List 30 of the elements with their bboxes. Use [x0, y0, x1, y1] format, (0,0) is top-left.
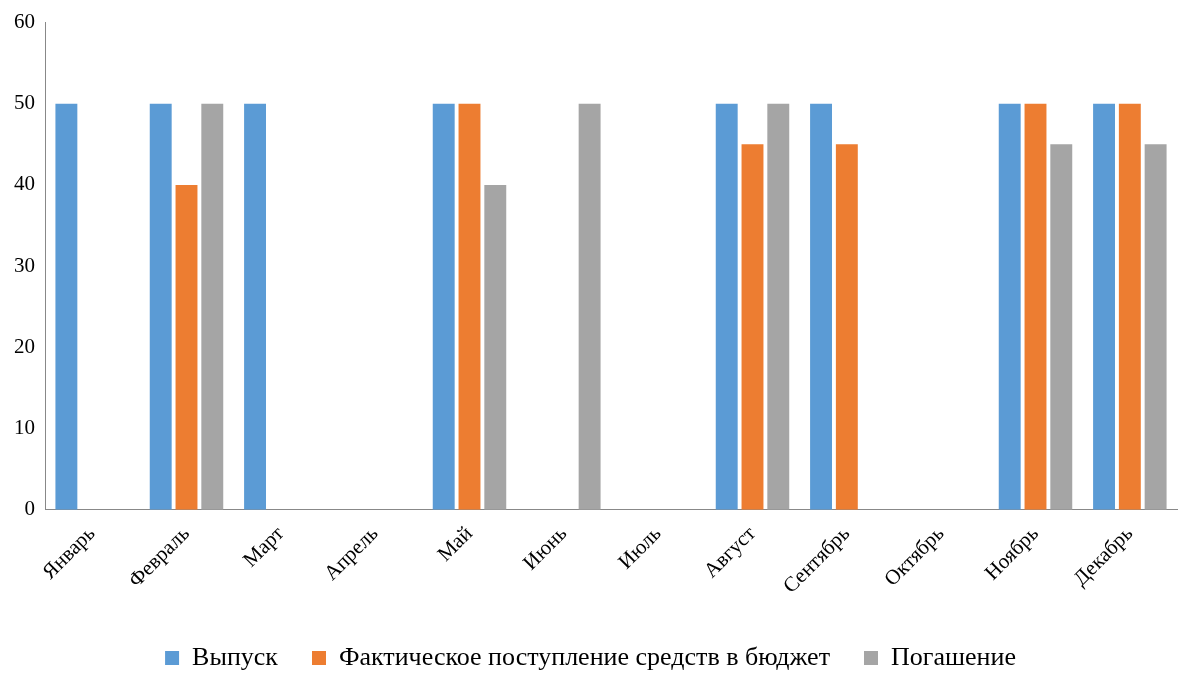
bar: [835, 144, 858, 510]
bar: [55, 103, 78, 510]
bar: [1118, 103, 1141, 510]
legend-label: Фактическое поступление средств в бюджет: [338, 641, 831, 671]
bar: [201, 103, 224, 510]
bar: [578, 103, 601, 510]
bar: [244, 103, 267, 510]
bar: [998, 103, 1021, 510]
bar: [810, 103, 833, 510]
bar: [458, 103, 481, 510]
y-tick-label: 30: [14, 252, 35, 277]
legend-label: Погашение: [891, 641, 1016, 671]
bar: [484, 184, 507, 510]
y-tick-label: 60: [14, 9, 35, 34]
bar: [1050, 144, 1073, 510]
bar: [149, 103, 172, 510]
bar: [767, 103, 790, 510]
y-tick-label: 50: [14, 90, 35, 115]
y-tick-label: 40: [14, 171, 35, 196]
y-tick-label: 10: [14, 415, 35, 440]
bar: [715, 103, 738, 510]
y-tick-label: 0: [24, 496, 35, 521]
bar: [741, 144, 764, 510]
bar: [1144, 144, 1167, 510]
bar: [1024, 103, 1047, 510]
bar: [175, 184, 198, 510]
bar: [1093, 103, 1116, 510]
y-tick-label: 20: [14, 333, 35, 358]
legend-label: Выпуск: [192, 641, 279, 671]
bar: [432, 103, 455, 510]
